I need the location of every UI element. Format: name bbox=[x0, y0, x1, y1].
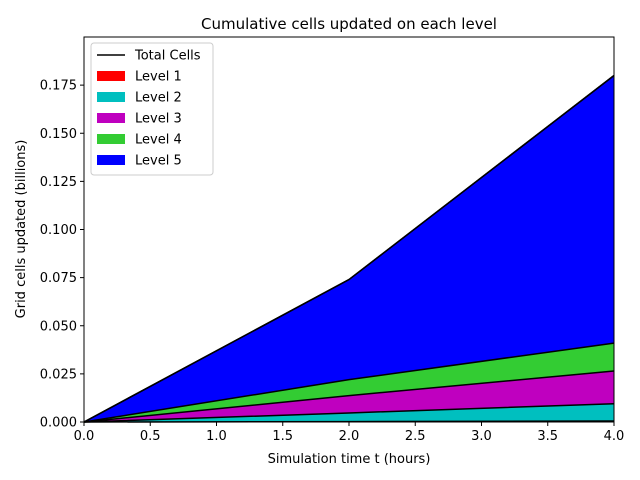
legend-swatch-level-1 bbox=[97, 71, 125, 81]
legend: Total Cells Level 1 Level 2 Level 3 Level 4 L… bbox=[90, 42, 214, 176]
legend-label-level-5: Level 5 bbox=[135, 154, 182, 169]
legend-swatch-level-4 bbox=[97, 134, 125, 144]
y-tick-label: 0.075 bbox=[40, 271, 77, 286]
y-tick-label: 0.175 bbox=[40, 79, 77, 94]
y-tick-label: 0.025 bbox=[40, 367, 77, 382]
x-tick-label: 2.0 bbox=[339, 429, 360, 444]
y-tick-label: 0.100 bbox=[40, 223, 77, 238]
x-tick-label: 2.5 bbox=[405, 429, 426, 444]
chart-title: Cumulative cells updated on each level bbox=[201, 15, 497, 33]
y-tick-label: 0.050 bbox=[40, 319, 77, 334]
y-tick-label: 0.150 bbox=[40, 127, 77, 142]
y-tick-label: 0.000 bbox=[40, 416, 77, 431]
legend-label-total-cells: Total Cells bbox=[134, 49, 201, 64]
boundary-level-3 bbox=[83, 370, 615, 423]
boundary-level-4 bbox=[83, 342, 615, 423]
y-axis-ticks: 0.000 0.025 0.050 0.075 0.100 0.125 0.150 0.175 bbox=[40, 79, 84, 431]
legend-label-level-4: Level 4 bbox=[135, 133, 182, 148]
x-tick-label: 1.0 bbox=[206, 429, 227, 444]
x-tick-label: 3.5 bbox=[537, 429, 558, 444]
legend-label-level-2: Level 2 bbox=[135, 91, 182, 106]
total-cells-line bbox=[83, 74, 615, 423]
x-tick-label: 3.0 bbox=[471, 429, 492, 444]
legend-swatch-level-3 bbox=[97, 113, 125, 123]
area-level-2 bbox=[84, 403, 614, 422]
x-axis-label: Simulation time t (hours) bbox=[268, 452, 431, 467]
legend-label-level-3: Level 3 bbox=[135, 112, 182, 127]
legend-label-level-1: Level 1 bbox=[135, 70, 182, 85]
y-tick-label: 0.125 bbox=[40, 175, 77, 190]
x-tick-label: 1.5 bbox=[272, 429, 293, 444]
x-tick-label: 4.0 bbox=[604, 429, 625, 444]
legend-swatch-level-5 bbox=[97, 155, 125, 165]
x-tick-label: 0.5 bbox=[140, 429, 161, 444]
area-level-5 bbox=[84, 75, 614, 422]
x-tick-label: 0.0 bbox=[74, 429, 95, 444]
y-axis-label: Grid cells updated (billions) bbox=[14, 140, 29, 319]
x-axis-ticks: 0.0 0.5 1.0 1.5 2.0 2.5 3.0 3.5 4.0 bbox=[74, 422, 625, 444]
legend-swatch-level-2 bbox=[97, 92, 125, 102]
area-level-4 bbox=[84, 343, 614, 422]
boundary-level-2 bbox=[83, 402, 615, 423]
